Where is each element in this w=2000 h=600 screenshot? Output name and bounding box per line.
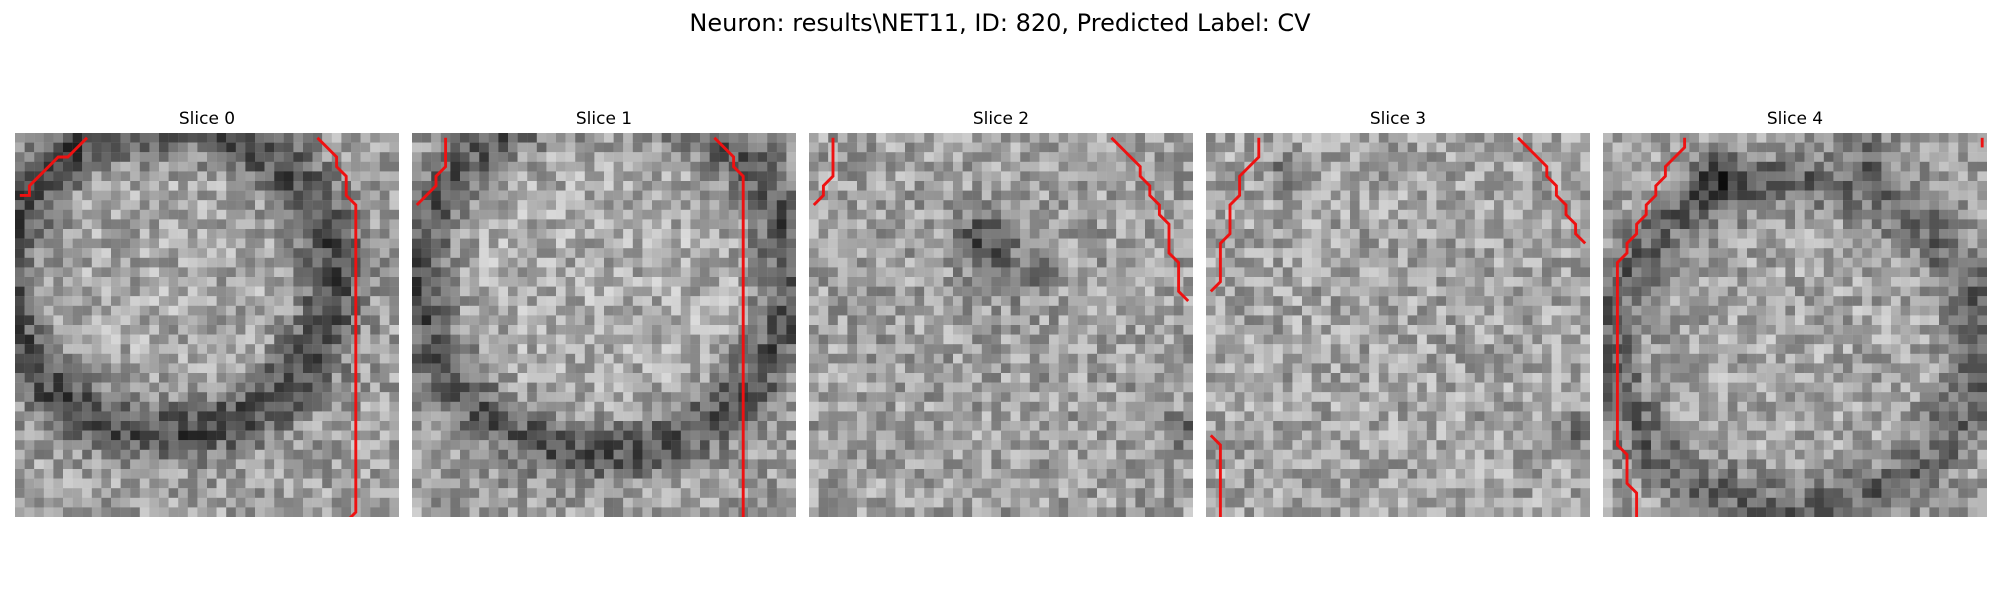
contour-line — [1516, 136, 1587, 245]
figure-title: Neuron: results\NET11, ID: 820, Predicte… — [689, 9, 1311, 37]
slice-panel-0: Slice 0 — [15, 108, 399, 517]
contour-line — [1209, 137, 1261, 293]
slice-title: Slice 2 — [972, 109, 1030, 129]
pixel-grid — [1206, 133, 1590, 517]
contour-line — [812, 137, 835, 207]
slice-title: Slice 3 — [1369, 109, 1427, 129]
contour-line — [1615, 137, 1687, 517]
slice-image-2 — [809, 133, 1193, 517]
pixel-grid — [412, 133, 796, 517]
slice-panel-1: Slice 1 — [412, 108, 796, 517]
slice-panel-3: Slice 3 — [1206, 108, 1590, 517]
slice-title: Slice 4 — [1766, 109, 1824, 129]
slice-title: Slice 0 — [178, 109, 236, 129]
contour-line — [713, 136, 745, 517]
pixel-grid — [809, 133, 1193, 517]
slice-image-1 — [412, 133, 796, 517]
slice-panel-2: Slice 2 — [809, 108, 1193, 517]
slice-image-4 — [1603, 133, 1987, 517]
pixel-grid — [1603, 133, 1987, 517]
slice-image-3 — [1206, 133, 1590, 517]
contour-line — [1110, 136, 1190, 303]
contour-line — [19, 136, 89, 197]
contour-line — [316, 136, 358, 517]
slice-title: Slice 1 — [575, 109, 633, 129]
slice-panel-4: Slice 4 — [1603, 108, 1987, 517]
contour-line — [415, 137, 448, 207]
slice-image-0 — [15, 133, 399, 517]
pixel-grid — [15, 133, 399, 517]
